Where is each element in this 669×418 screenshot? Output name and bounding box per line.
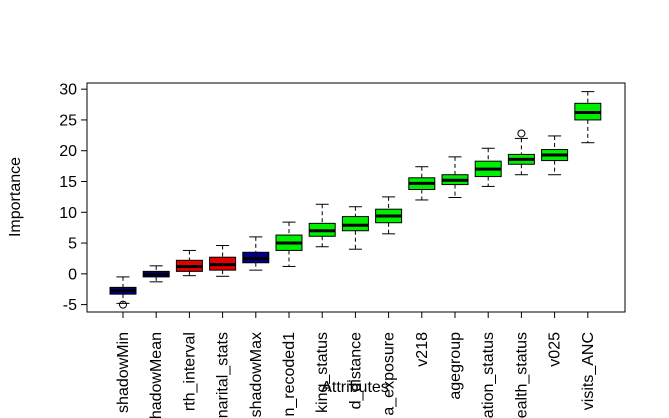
y-tick-label: 30 [59, 82, 77, 99]
x-tick-label: rth_interval [181, 332, 198, 411]
x-tick-label: ation_status [480, 332, 497, 418]
boxplot-ealth_status [507, 129, 535, 176]
x-tick-label: shadowMean [148, 332, 165, 418]
x-tick-label: v025 [547, 332, 564, 367]
boxplot-v025 [541, 135, 569, 176]
x-tick-label: king_status [314, 332, 331, 413]
x-tick-label: d_distance [347, 332, 364, 409]
boxplot-king_status [308, 203, 336, 248]
boxplot-n_recoded1 [275, 221, 303, 267]
box-iqr [341, 216, 369, 232]
x-tick-label: visits_ANC [580, 332, 597, 410]
x-tick-label: a_exposure [381, 332, 398, 416]
y-axis: -5 0 5 10 15 20 25 30 [59, 82, 87, 314]
outlier-point [517, 129, 526, 138]
y-tick-label: 15 [59, 174, 77, 191]
x-tick-label: narital_stats [215, 332, 232, 418]
boxplot-v218 [408, 166, 436, 201]
y-tick-label: 20 [59, 143, 77, 160]
boxplot-ation_status [474, 147, 502, 187]
outlier-point [119, 300, 127, 309]
boxplot-agegroup [441, 156, 469, 198]
boxplot-shadowMean [142, 265, 170, 283]
boxplot-shadowMin [109, 276, 137, 309]
x-tick-label: shadowMax [248, 332, 265, 417]
x-tick-label: shadowMin [115, 332, 132, 413]
boxplot-visits_ANC [574, 91, 602, 144]
plot-frame [86, 82, 626, 313]
y-tick-label: 5 [68, 236, 77, 253]
x-tick-label: agegroup [447, 332, 464, 400]
x-tick-label: v218 [414, 332, 431, 367]
boxplot-a_exposure [375, 196, 403, 235]
boxplot-d_distance [341, 206, 369, 250]
x-axis-title: Attributes [321, 379, 389, 396]
boxplot-narital_stats [209, 245, 237, 277]
y-axis-title: Importance [7, 157, 24, 237]
x-axis: shadowMin shadowMean rth_interval narital_s… [115, 312, 597, 418]
x-tick-label: ealth_status [513, 332, 530, 418]
x-tick-label: n_recoded1 [281, 332, 298, 417]
y-tick-label: 10 [59, 205, 77, 222]
boxplot-shadowMax [242, 236, 270, 271]
box-series [109, 91, 602, 309]
y-tick-label: -5 [63, 297, 77, 314]
y-tick-label: 25 [59, 112, 77, 129]
y-tick-label: 0 [68, 266, 77, 283]
boxplot-rth_interval [175, 249, 203, 277]
